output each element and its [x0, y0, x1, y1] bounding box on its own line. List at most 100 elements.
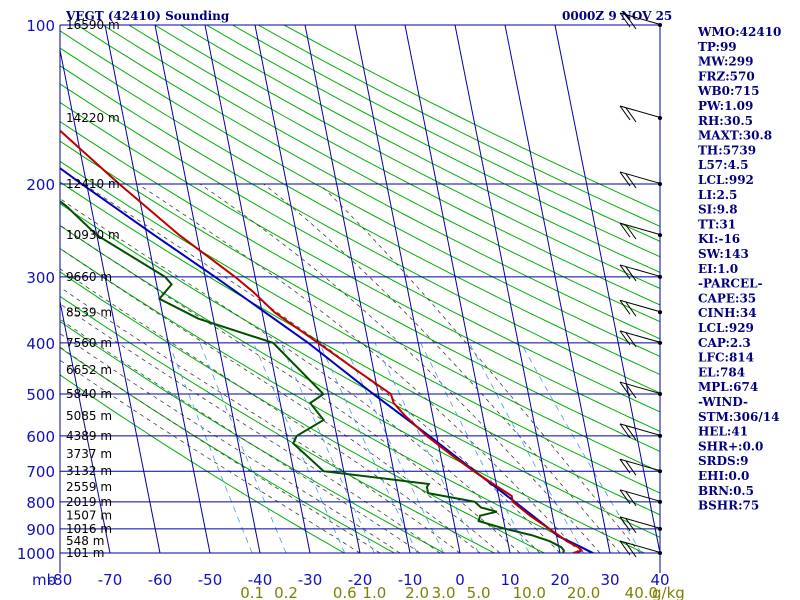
temperature-tick-label: -30: [298, 571, 323, 589]
height-label: 3132 m: [66, 464, 112, 478]
stability-index: LCL:992: [698, 173, 754, 187]
dry-adiabat: [60, 247, 595, 553]
stability-index: KI:-16: [698, 232, 740, 246]
pressure-label: 1000: [17, 545, 55, 563]
wind-barb-dot: [658, 526, 662, 531]
stability-index: -WIND-: [698, 395, 748, 409]
temperature-tick-label: 40: [650, 571, 669, 589]
wind-barb-staff: [619, 105, 663, 119]
wind-barb-dot: [658, 274, 662, 279]
isobar-lines: [59, 24, 661, 573]
stability-index: SW:143: [698, 247, 749, 261]
isotherm: [454, 25, 561, 553]
wind-barb-flag: [619, 264, 631, 280]
wind-barb-flag: [619, 12, 631, 28]
dry-adiabat: [154, 25, 660, 290]
stability-index: SRDS:9: [698, 454, 749, 468]
wind-barb-flag: [625, 224, 637, 240]
dry-adiabat: [60, 271, 545, 553]
stability-index: STM:306/14: [698, 410, 779, 424]
height-label: 8539 m: [66, 305, 112, 319]
stability-index: MAXT:30.8: [698, 129, 772, 143]
wind-barb-staff: [619, 12, 663, 26]
stability-index: BSHR:75: [698, 499, 759, 513]
wind-barb: [619, 540, 663, 558]
isotherm: [204, 25, 311, 553]
isotherm: [154, 25, 261, 553]
mixing-ratio-label: 20.0: [567, 584, 600, 600]
stability-index: TH:5739: [698, 143, 756, 157]
height-label: 10930 m: [66, 228, 120, 242]
isotherm: [60, 299, 111, 553]
wind-barb-staff: [619, 516, 663, 530]
wind-barb-dot: [658, 499, 662, 504]
wind-barb: [619, 330, 663, 348]
stability-indices-panel: WMO:42410TP:99MW:299FRZ:570WB0:715PW:1.0…: [697, 25, 781, 513]
mixing-ratio-label: 0.6: [333, 584, 357, 600]
wind-barb-flag: [619, 516, 631, 532]
wind-barbs: [619, 12, 663, 558]
wind-barb-flag: [619, 540, 631, 556]
isotherm: [104, 25, 211, 553]
mixing-ratio-line: [199, 342, 287, 553]
stability-index: CAPE:35: [698, 291, 756, 305]
isotherm: [504, 25, 611, 553]
stability-index: L57:4.5: [698, 158, 748, 172]
dry-adiabat: [206, 25, 660, 258]
isotherm: [0, 25, 10, 553]
stability-index: LI:2.5: [698, 188, 737, 202]
wind-barb-dot: [658, 181, 662, 186]
wind-barb: [619, 264, 663, 282]
stability-index: LFC:814: [698, 351, 754, 365]
stability-index: CINH:34: [698, 306, 757, 320]
stability-index: WMO:42410: [697, 25, 781, 39]
wind-barb-flag: [625, 491, 637, 507]
pressure-unit-label: mb: [32, 571, 56, 589]
pressure-label: 100: [26, 17, 55, 35]
stability-index: TP:99: [698, 40, 737, 54]
isotherm: [354, 25, 461, 553]
wind-barb-flag: [625, 14, 637, 30]
wind-barb-staff: [619, 171, 663, 185]
wind-barb: [619, 105, 663, 123]
temperature-tick-label: -50: [198, 571, 223, 589]
dry-adiabat: [128, 25, 660, 306]
height-label: 2559 m: [66, 480, 112, 494]
stability-index: -PARCEL-: [698, 277, 763, 291]
sounding-profiles: [60, 129, 593, 553]
wind-barb-staff: [619, 423, 663, 437]
moist-adiabat: [60, 303, 441, 553]
stability-index: EHI:0.0: [698, 469, 749, 483]
wind-barb-flag: [619, 381, 631, 397]
wind-barb: [619, 489, 663, 507]
moist-adiabat: [199, 183, 601, 553]
dry-adiabat: [102, 25, 660, 323]
mixing-ratio-label: 3.0: [432, 584, 456, 600]
temperature-tick-label: 30: [600, 571, 619, 589]
mixing-ratio-label: 5.0: [467, 584, 491, 600]
pressure-label: 500: [26, 386, 55, 404]
wind-barb-flag: [619, 423, 631, 439]
height-label: 14220 m: [66, 111, 120, 125]
height-label: 5085 m: [66, 409, 112, 423]
wind-barb-flag: [625, 383, 637, 399]
wind-barb-flag: [619, 299, 631, 315]
stability-index: EI:1.0: [698, 262, 738, 276]
pressure-label: 800: [26, 494, 55, 512]
chart-title: VEGT (42410) Sounding: [65, 9, 230, 23]
isotherm: [254, 25, 361, 553]
mixing-ratio-line: [374, 342, 479, 553]
temperature-tick-label: 0: [455, 571, 465, 589]
stability-index: HEL:41: [698, 425, 748, 439]
wind-barb-flag: [625, 266, 637, 282]
dry-adiabat: [60, 65, 660, 394]
dry-adiabat: [60, 320, 445, 553]
wind-barb-flag: [619, 171, 631, 187]
stability-index: SI:9.8: [698, 203, 738, 217]
pressure-label: 900: [26, 521, 55, 539]
height-label: 4389 m: [66, 429, 112, 443]
wind-barb-staff: [619, 540, 663, 554]
stability-index: FRZ:570: [698, 69, 755, 83]
wind-barb: [619, 516, 663, 534]
